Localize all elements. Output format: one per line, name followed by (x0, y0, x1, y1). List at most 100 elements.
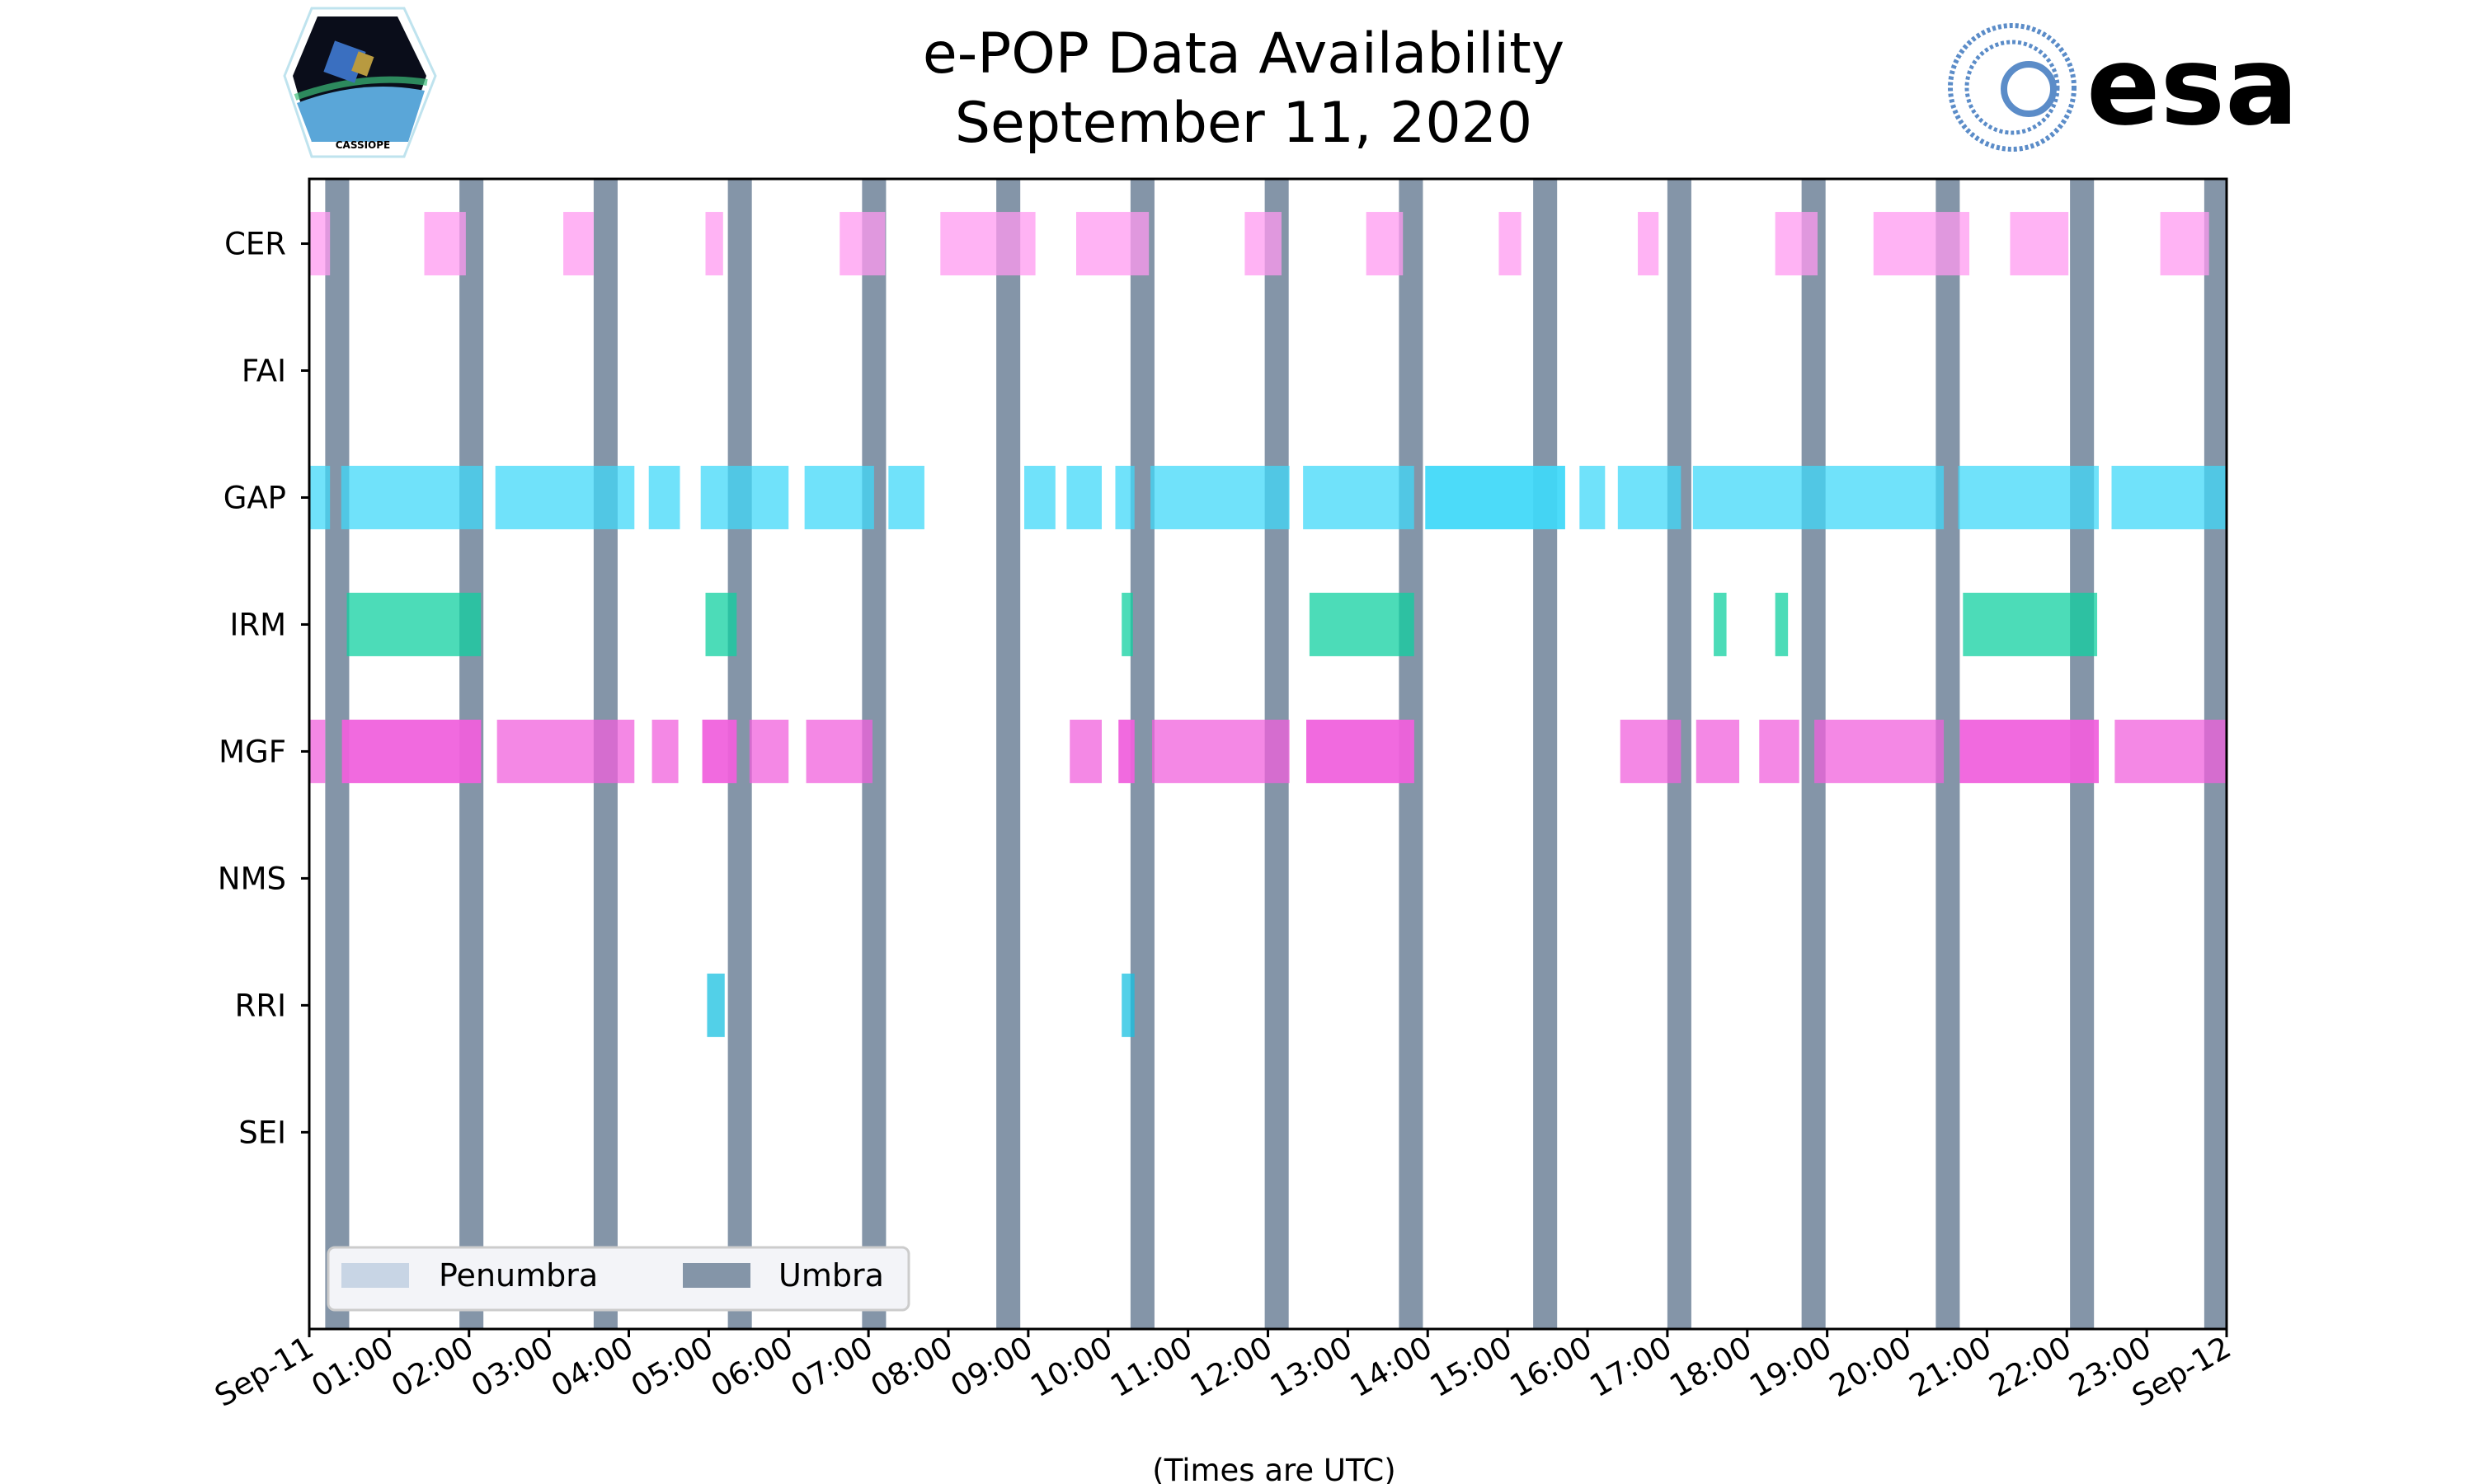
x-tick-label: 02:00 (385, 1330, 479, 1405)
bar-cer (1076, 212, 1150, 276)
x-tick-label: 16:00 (1504, 1330, 1598, 1405)
bar-mgf (309, 719, 326, 783)
bar-gap (495, 465, 635, 529)
x-tick-label: Sep-11 (209, 1330, 319, 1414)
bar-mgf (1959, 719, 2099, 783)
esa-logo: esa (1948, 23, 2298, 152)
x-tick-label: 13:00 (1264, 1330, 1358, 1405)
y-tick-label: FAI (242, 354, 286, 389)
chart-title: e-POP Data Availability (923, 21, 1564, 87)
bar-cer (309, 212, 331, 276)
bar-cer (1366, 212, 1404, 276)
bar-cer (940, 212, 1036, 276)
bar-irm (1714, 592, 1727, 656)
bar-mgf (1118, 719, 1135, 783)
bar-cer (424, 212, 466, 276)
y-tick-label: CER (224, 227, 286, 262)
x-tick-label: 10:00 (1024, 1330, 1118, 1405)
bar-cer (1775, 212, 1818, 276)
x-tick-label: 21:00 (1903, 1330, 1997, 1405)
cassiope-logo: CASSIOPE (283, 7, 437, 158)
bar-mgf (1306, 719, 1414, 783)
bar-gap (341, 465, 483, 529)
bar-irm (1309, 592, 1414, 656)
bar-cer (1873, 212, 1970, 276)
bar-rri (1122, 973, 1135, 1037)
bar-mgf (1814, 719, 1945, 783)
x-tick-label: 12:00 (1184, 1330, 1278, 1405)
legend-swatch-penumbra (341, 1263, 409, 1288)
x-tick-label: 01:00 (306, 1330, 400, 1405)
bar-cer (2160, 212, 2209, 276)
bar-irm (1775, 592, 1789, 656)
esa-logo-text: esa (2086, 23, 2298, 150)
bar-irm (705, 592, 737, 656)
bar-gap (1303, 465, 1414, 529)
bar-cer (705, 212, 723, 276)
y-tick-label: MGF (219, 734, 286, 769)
cassiope-logo-text: CASSIOPE (336, 139, 391, 151)
x-tick-label: 18:00 (1663, 1330, 1757, 1405)
y-tick-label: SEI (238, 1115, 286, 1150)
bar-mgf (496, 719, 635, 783)
x-tick-label: 11:00 (1104, 1330, 1198, 1405)
bar-gap (1115, 465, 1135, 529)
bar-mgf (1696, 719, 1740, 783)
bar-mgf (806, 719, 872, 783)
bar-mgf (749, 719, 789, 783)
bar-cer (840, 212, 886, 276)
x-tick-label: 20:00 (1823, 1330, 1917, 1405)
bar-gap (1150, 465, 1290, 529)
bar-gap (804, 465, 874, 529)
chart-subtitle: September 11, 2020 (955, 91, 1532, 156)
umbra-band (1533, 179, 1558, 1329)
legend-label-umbra: Umbra (778, 1257, 884, 1294)
bar-rri (707, 973, 725, 1037)
bar-gap (1024, 465, 1056, 529)
y-tick-label: NMS (218, 861, 286, 896)
bar-irm (1963, 592, 2098, 656)
y-tick-label: IRM (229, 607, 286, 642)
x-tick-label: 04:00 (545, 1330, 639, 1405)
bar-gap (309, 465, 331, 529)
bar-cer (1498, 212, 1522, 276)
bar-gap (700, 465, 789, 529)
x-tick-label: 03:00 (465, 1330, 559, 1405)
x-tick-label: 15:00 (1424, 1330, 1518, 1405)
bar-gap (1066, 465, 1102, 529)
bar-mgf (1070, 719, 1102, 783)
x-tick-label: 17:00 (1584, 1330, 1678, 1405)
bar-gap (648, 465, 680, 529)
x-tick-label: 08:00 (865, 1330, 959, 1405)
x-tick-label: 14:00 (1344, 1330, 1438, 1405)
x-tick-label: 22:00 (1983, 1330, 2077, 1405)
bar-mgf (702, 719, 737, 783)
legend-swatch-umbra (683, 1263, 750, 1288)
bar-mgf (1759, 719, 1799, 783)
bar-mgf (1152, 719, 1290, 783)
bar-cer (1244, 212, 1282, 276)
bar-gap (1425, 465, 1565, 529)
x-axis-label: (Times are UTC) (1152, 1453, 1395, 1484)
bar-mgf (341, 719, 482, 783)
bar-gap (1692, 465, 1945, 529)
x-tick-label: 09:00 (945, 1330, 1039, 1405)
x-tick-label: 19:00 (1743, 1330, 1837, 1405)
legend-label-penumbra: Penumbra (439, 1257, 598, 1294)
bar-cer (563, 212, 594, 276)
bar-cer (2010, 212, 2069, 276)
bar-gap (1958, 465, 2099, 529)
bar-irm (1122, 592, 1133, 656)
y-tick-label: RRI (235, 988, 286, 1023)
bar-cer (1638, 212, 1659, 276)
bar-gap (1617, 465, 1681, 529)
legend-box (327, 1246, 910, 1312)
bar-gap (888, 465, 924, 529)
bar-mgf (1620, 719, 1681, 783)
x-tick-label: 07:00 (785, 1330, 879, 1405)
x-tick-label: 05:00 (625, 1330, 719, 1405)
bar-irm (346, 592, 482, 656)
umbra-band (996, 179, 1021, 1329)
bar-mgf (651, 719, 679, 783)
